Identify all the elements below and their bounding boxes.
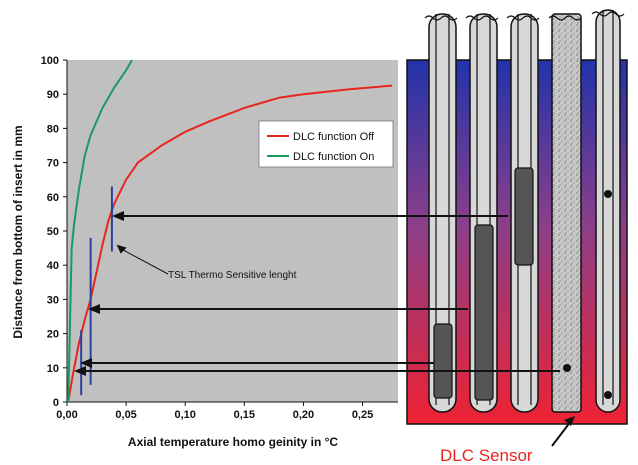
y-tick-label: 100: [41, 55, 59, 67]
series-line-0: [67, 84, 393, 403]
x-tick-label: 0,05: [115, 409, 136, 421]
series-line-1: [67, 59, 133, 403]
sensor-illustration: DLC Sensor: [406, 9, 628, 465]
x-tick-label: 0,25: [352, 409, 373, 421]
y-axis-title: Distance from bottom of insert in mm: [11, 125, 25, 338]
y-tick-label: 40: [47, 260, 59, 272]
arrowhead-probe-1: [80, 358, 92, 368]
legend-label-on: DLC function On: [293, 151, 374, 163]
probe-to-curve-arrows: [74, 211, 560, 376]
tsl-annotation-pointer: [120, 248, 169, 275]
y-tick-label: 10: [47, 363, 59, 375]
tsl-annotation: TSL Thermo Sensitive lenght: [116, 244, 297, 281]
tsl-annotation-label: TSL Thermo Sensitive lenght: [168, 270, 297, 281]
probe-3: [510, 13, 539, 413]
probe-2-element: [474, 224, 494, 401]
probe-1-element: [433, 323, 453, 399]
probe-3-element: [514, 167, 534, 266]
probe-5-dot-top: [604, 190, 612, 198]
probe-tops: [424, 11, 625, 21]
arrowhead-probe-2: [88, 304, 100, 314]
x-tick-label: 0,20: [293, 409, 314, 421]
y-axis: 0 10 20 30 40 50 60 70 80 90 100: [41, 55, 68, 409]
legend: DLC function Off DLC function On: [258, 120, 394, 168]
x-tick-label: 0,00: [56, 409, 77, 421]
y-tick-label: 60: [47, 192, 59, 204]
legend-label-off: DLC function Off: [293, 131, 375, 143]
y-tick-label: 80: [47, 123, 59, 135]
probe-5-dot-bottom: [604, 391, 612, 399]
x-tick-label: 0,10: [175, 409, 196, 421]
dlc-sensor-arrowhead: [564, 416, 575, 426]
dlc-sensor-label: DLC Sensor: [440, 446, 533, 465]
arrowhead-probe-4: [74, 366, 86, 376]
y-tick-label: 90: [47, 89, 59, 101]
tsl-annotation-arrowhead: [116, 244, 127, 254]
dlc-sensor-arrow: [551, 420, 572, 447]
probe-5: [595, 9, 621, 413]
probe-4-sensor-dot: [563, 364, 571, 372]
probe-4: [551, 13, 582, 413]
series-layer: [67, 59, 393, 403]
x-axis: 0,00 0,05 0,10 0,15 0,20 0,25: [56, 401, 398, 421]
arrowhead-probe-3: [112, 211, 124, 221]
y-tick-label: 20: [47, 329, 59, 341]
x-tick-label: 0,15: [234, 409, 255, 421]
probe-2: [469, 13, 498, 413]
plot-background: [67, 60, 398, 402]
y-tick-label: 70: [47, 158, 59, 170]
y-tick-label: 30: [47, 294, 59, 306]
x-axis-title: Axial temperature homo geinity in °C: [128, 435, 339, 449]
y-tick-label: 0: [53, 397, 59, 409]
y-tick-label: 50: [47, 226, 59, 238]
legend-box: [258, 120, 394, 168]
probe-1: [428, 13, 457, 413]
